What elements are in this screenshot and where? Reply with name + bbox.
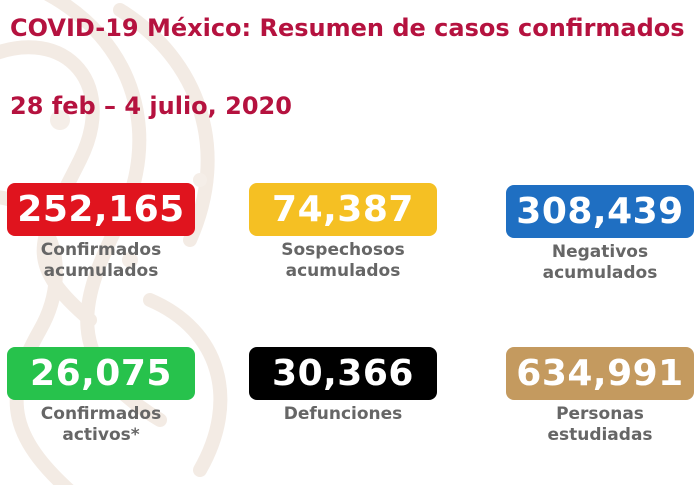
stat-label-line2: acumulados xyxy=(43,261,159,281)
stat-value-box: 30,366 xyxy=(249,347,437,400)
stat-sospechosos-acumulados: 74,387 Sospechosos acumulados xyxy=(249,183,437,282)
stat-value-box: 308,439 xyxy=(506,185,694,238)
stat-label: Confirmados activos* xyxy=(7,404,195,446)
stat-label: Confirmados acumulados xyxy=(7,240,195,282)
stat-value-box: 634,991 xyxy=(506,347,694,400)
stat-label-line1: Confirmados xyxy=(40,404,162,424)
stat-label-line2: activos* xyxy=(62,425,140,445)
stat-value-box: 26,075 xyxy=(7,347,195,400)
stat-personas-estudiadas: 634,991 Personas estudiadas xyxy=(506,347,694,446)
stat-label-line2: acumulados xyxy=(285,261,401,281)
stat-label: Personas estudiadas xyxy=(506,404,694,446)
stat-defunciones: 30,366 Defunciones xyxy=(249,347,437,425)
stat-value-box: 252,165 xyxy=(7,183,195,236)
stat-label-line1: Confirmados xyxy=(40,240,162,260)
stat-label-line1: Negativos xyxy=(551,242,649,262)
stat-label-line1: Personas xyxy=(556,404,644,424)
stat-label: Sospechosos acumulados xyxy=(249,240,437,282)
stat-negativos-acumulados: 308,439 Negativos acumulados xyxy=(506,185,694,284)
stat-label: Defunciones xyxy=(249,404,437,425)
stat-confirmados-activos: 26,075 Confirmados activos* xyxy=(7,347,195,446)
date-range: 28 feb – 4 julio, 2020 xyxy=(10,92,292,120)
stat-label-line1: Defunciones xyxy=(283,404,403,424)
stat-label-line2: estudiadas xyxy=(547,425,653,445)
stat-label: Negativos acumulados xyxy=(506,242,694,284)
stat-value-box: 74,387 xyxy=(249,183,437,236)
page-title: COVID-19 México: Resumen de casos confir… xyxy=(10,14,685,42)
stat-confirmados-acumulados: 252,165 Confirmados acumulados xyxy=(7,183,195,282)
stat-label-line2: acumulados xyxy=(542,263,658,283)
stat-label-line1: Sospechosos xyxy=(281,240,405,260)
